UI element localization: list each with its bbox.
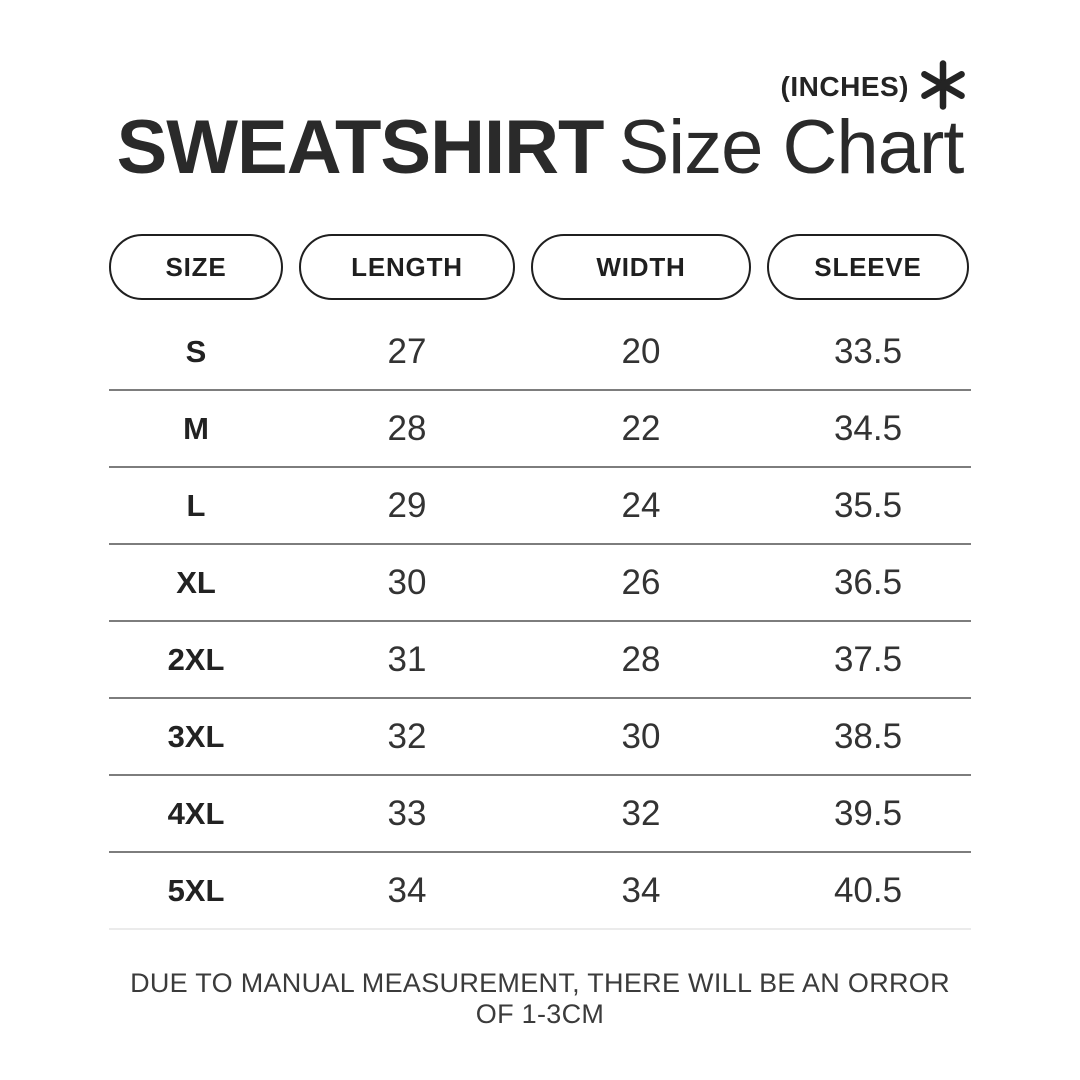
table-row: 4XL 33 32 39.5 [109, 776, 971, 853]
title-secondary: Size Chart [618, 105, 965, 190]
size-cell: 3XL [167, 718, 225, 754]
length-cell: 30 [387, 562, 427, 602]
title-primary: SWEATSHIRT [116, 105, 605, 190]
sleeve-cell: 37.5 [833, 639, 903, 679]
length-cell: 34 [387, 870, 427, 910]
length-cell: 29 [387, 485, 427, 525]
length-cell: 32 [387, 716, 427, 756]
width-cell: 34 [621, 870, 661, 910]
width-cell: 30 [621, 716, 661, 756]
width-cell: 22 [621, 408, 661, 448]
width-cell: 20 [621, 331, 661, 371]
length-cell: 28 [387, 408, 427, 448]
table-row: S 27 20 33.5 [109, 314, 971, 391]
table-row: 3XL 32 30 38.5 [109, 699, 971, 776]
length-cell: 27 [387, 331, 427, 371]
size-cell: M [183, 410, 209, 446]
sleeve-cell: 35.5 [833, 485, 903, 525]
sleeve-cell: 33.5 [833, 331, 903, 371]
column-header-sleeve: SLEEVE [767, 234, 969, 300]
table-row: M 28 22 34.5 [109, 391, 971, 468]
length-cell: 31 [387, 639, 427, 679]
sleeve-cell: 40.5 [833, 870, 903, 910]
width-cell: 32 [621, 793, 661, 833]
width-cell: 28 [621, 639, 661, 679]
size-cell: L [186, 487, 206, 523]
width-cell: 26 [621, 562, 661, 602]
table-row: XL 30 26 36.5 [109, 545, 971, 622]
width-cell: 24 [621, 485, 661, 525]
size-cell: 4XL [167, 795, 225, 831]
size-cell: XL [176, 564, 216, 600]
size-table: S 27 20 33.5 M 28 22 34.5 L 29 24 35.5 X… [109, 314, 971, 930]
table-row: 5XL 34 34 40.5 [109, 853, 971, 930]
size-cell: 5XL [167, 872, 225, 908]
size-cell: S [185, 333, 207, 369]
unit-label: (INCHES) [780, 71, 909, 102]
measurement-note: DUE TO MANUAL MEASUREMENT, THERE WILL BE… [130, 968, 950, 1029]
table-row: 2XL 31 28 37.5 [109, 622, 971, 699]
column-header-size: SIZE [109, 234, 283, 300]
size-cell: 2XL [167, 641, 225, 677]
sleeve-cell: 39.5 [833, 793, 903, 833]
page-title: SWEATSHIRT Size Chart [109, 110, 971, 186]
table-row: L 29 24 35.5 [109, 468, 971, 545]
column-headers: SIZE LENGTH WIDTH SLEEVE [109, 234, 971, 300]
column-header-width: WIDTH [531, 234, 751, 300]
unit-row: (INCHES) [109, 56, 971, 118]
asterisk-icon [921, 60, 965, 110]
sleeve-cell: 36.5 [833, 562, 903, 602]
length-cell: 33 [387, 793, 427, 833]
column-header-length: LENGTH [299, 234, 515, 300]
sleeve-cell: 38.5 [833, 716, 903, 756]
sleeve-cell: 34.5 [833, 408, 903, 448]
